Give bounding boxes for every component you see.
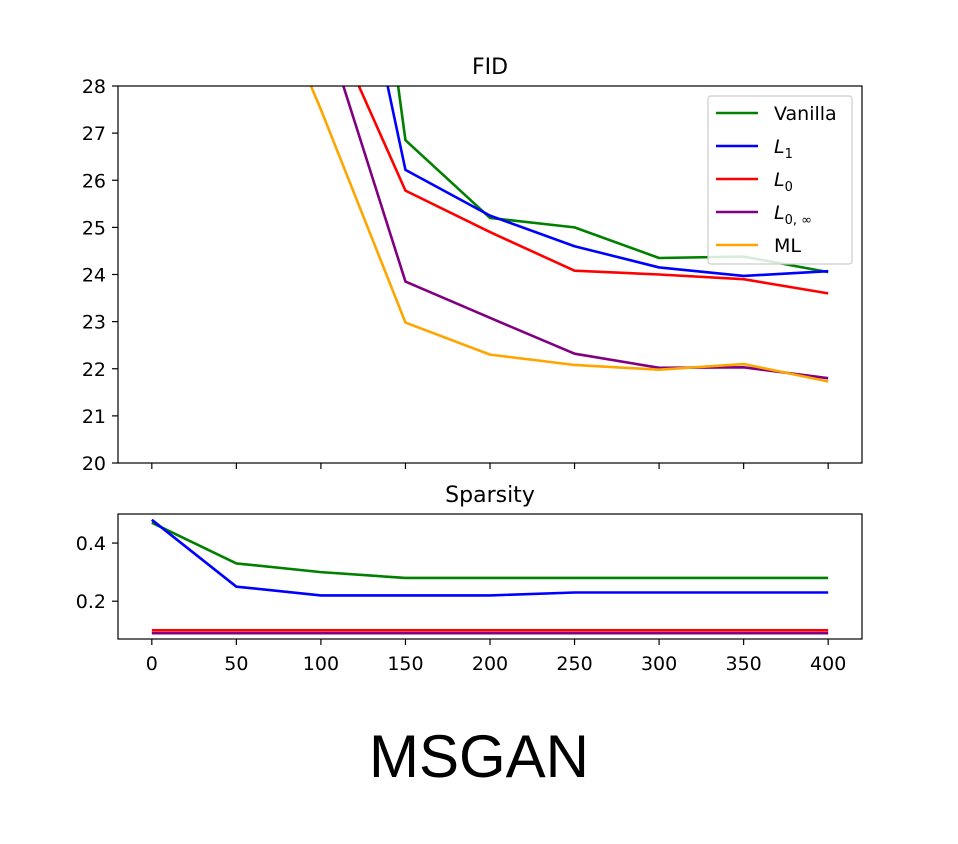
fid-series-line [341,86,829,380]
sparsity-series-line [151,521,829,580]
sparsity-series-line [151,518,829,597]
legend-box [707,95,853,265]
sparsity-ytick-label: 0.4 [76,533,106,555]
fid-axes-frame [117,85,863,464]
legend-label: ML [774,235,801,257]
sparsity-series-lines [151,518,829,635]
fid-series-line [357,86,829,295]
sparsity-ytick-label: 0.2 [76,591,106,613]
sparsity-xtick-label: 100 [303,653,339,675]
sparsity-axes-frame [117,513,863,640]
fid-title: FID [472,55,508,80]
sparsity-title: Sparsity [445,483,535,508]
fid-axis-ticks: 20 21 22 23 24 25 26 27 28 [82,76,829,475]
sparsity-xtick-label: 300 [641,653,677,675]
legend-label: L1 [774,136,793,162]
sparsity-xtick-label: 250 [556,653,592,675]
legend-label: L0, ∞ [774,202,812,228]
fid-ytick-label: 22 [82,359,106,381]
sparsity-xtick-label: 150 [387,653,423,675]
fid-ytick-label: 20 [82,453,106,475]
sparsity-xtick-label: 0 [146,653,158,675]
fid-ytick-label: 23 [82,312,106,334]
fid-ytick-label: 28 [82,76,106,98]
figure-caption: MSGAN [368,723,590,790]
legend-label: Vanilla [774,103,837,125]
sparsity-panel: Sparsity 0.2 0.4 0 50 100 150 200 250 300 350 400 [76,483,863,675]
fid-ytick-label: 24 [82,265,106,287]
fid-ytick-label: 21 [82,406,106,428]
fid-legend: Vanilla L1 L0 L0, ∞ ML [707,95,853,265]
sparsity-xtick-label: 50 [224,653,248,675]
fid-series-lines [309,86,829,383]
sparsity-xtick-label: 400 [810,653,846,675]
fid-panel: FID 20 21 22 23 24 25 26 27 28 Vanilla L1 L0 L0, ∞ M… [82,55,863,475]
sparsity-axis-ticks: 0.2 0.4 0 50 100 150 200 250 300 350 400 [76,533,847,675]
fid-series-line [386,86,829,278]
fid-series-line [309,86,829,383]
sparsity-xtick-label: 200 [472,653,508,675]
fid-ytick-label: 25 [82,217,106,239]
fid-ytick-label: 26 [82,170,106,192]
sparsity-xtick-label: 350 [726,653,762,675]
legend-label: L0 [774,169,793,195]
fid-ytick-label: 27 [82,123,106,145]
